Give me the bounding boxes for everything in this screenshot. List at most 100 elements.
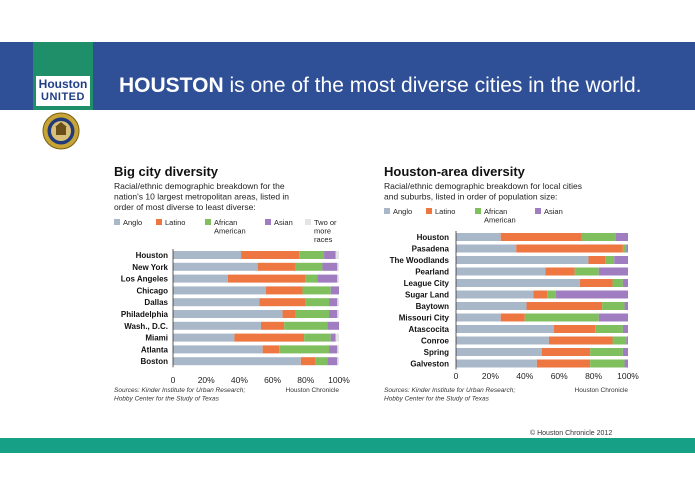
chart1-bar-segment: [330, 286, 339, 295]
chart2-bar-segment: [456, 279, 580, 287]
chart2-bar-segment: [622, 348, 628, 356]
chart2-bar-segment: [598, 313, 628, 322]
houston-united-logo: Houston UNITED: [33, 42, 93, 110]
chart1-category-label: Chicago: [136, 286, 168, 295]
chart1-category-label: Los Angeles: [121, 275, 169, 284]
chart1-bar-segment: [329, 298, 338, 307]
chart2-bar-segment: [602, 302, 625, 310]
chart1-bar-segment: [329, 345, 338, 354]
chart1-subtitle-line: nation's 10 largest metropolitan areas, …: [114, 192, 289, 202]
chart1-category-label: Boston: [140, 357, 168, 366]
chart2-x-tick-label: 100%: [617, 371, 639, 381]
chart2-legend-label: Latino: [435, 207, 455, 216]
chart2-bar-segment: [456, 348, 542, 356]
chart1-bar-segment: [284, 321, 328, 330]
chart2-bar-segment: [542, 348, 591, 356]
chart2-title: Houston-area diversity: [384, 164, 526, 179]
chart1-bar-segment: [324, 251, 336, 259]
chart1-bar-segment: [305, 274, 318, 283]
chart2-legend-swatch: [426, 208, 432, 214]
chart2-bar-segment: [554, 325, 596, 333]
chart2-bar-segment: [456, 313, 501, 322]
chart1-bar-segment: [227, 274, 306, 283]
footer-bar: [0, 438, 695, 453]
chart1-legend-label: American: [214, 227, 246, 236]
chart2-bar-segment: [574, 267, 599, 276]
chart1-bar-segment: [330, 333, 336, 342]
chart1-legend-label: African: [214, 218, 237, 227]
chart1-legend-swatch: [305, 219, 311, 225]
chart1-bar-segment: [173, 298, 260, 307]
chart1-bar-segment: [337, 310, 339, 318]
chart2-x-tick-label: 60%: [551, 371, 568, 381]
chart2-category-label: Houston: [417, 233, 450, 242]
chart1-legend-label: more: [314, 227, 331, 236]
chart1-bar-segment: [335, 333, 339, 342]
chart2-subtitle-line: Racial/ethnic demographic breakdown for …: [384, 181, 582, 191]
chart1-legend-label: races: [314, 235, 333, 244]
chart1-bar-segment: [295, 262, 323, 271]
chart1-bar-segment: [337, 345, 339, 354]
chart2-category-label: Baytown: [416, 302, 449, 311]
chart1-legend-label: Anglo: [123, 218, 142, 227]
chart1-title: Big city diversity: [114, 164, 219, 179]
chart1-bar-segment: [335, 251, 339, 259]
header-banner: [0, 42, 695, 110]
chart2-bar-segment: [624, 302, 628, 310]
chart1-legend-label: Latino: [165, 218, 185, 227]
chart2-bar-segment: [626, 244, 628, 253]
chart2-bar-segment: [605, 256, 615, 264]
chart1-category-label: New York: [132, 263, 168, 272]
chart1-bar-segment: [327, 357, 338, 366]
chart2-bar-segment: [533, 290, 548, 299]
chart1-bar-segment: [173, 274, 228, 283]
chart1-x-tick-label: 20%: [198, 375, 215, 385]
chart1-bar-segment: [282, 310, 296, 318]
logo-line-2: UNITED: [41, 91, 85, 103]
chart2-bar-segment: [581, 233, 616, 241]
chart2-legend-label: American: [484, 216, 516, 225]
chart2-bar-segment: [579, 279, 613, 287]
chart2-x-tick-label: 20%: [482, 371, 499, 381]
chart2-bar-segment: [456, 336, 549, 345]
chart1-bar-segment: [327, 321, 339, 330]
chart1-legend-label: Asian: [274, 218, 293, 227]
chart2-bar-segment: [456, 244, 517, 253]
chart2-bar-segment: [622, 244, 627, 253]
chart1-category-label: Dallas: [144, 298, 168, 307]
chart2-bar-segment: [555, 290, 628, 299]
chart2-bar-segment: [456, 256, 589, 264]
chart2-bar-segment: [456, 290, 534, 299]
chart2-bar-segment: [626, 336, 628, 345]
logo-line-1: Houston: [38, 77, 88, 91]
chart2-bar-segment: [545, 267, 575, 276]
chart1-publisher: Houston Chronicle: [286, 387, 340, 394]
chart1-bar-segment: [173, 333, 235, 342]
chart2-bar-segment: [456, 359, 537, 368]
chart2-bar-segment: [590, 359, 625, 368]
chart2-legend-label: African: [484, 207, 507, 216]
chart2-category-label: Pearland: [415, 268, 449, 277]
chart1-bar-segment: [337, 298, 339, 307]
chart2-category-label: Conroe: [421, 337, 450, 346]
chart1-x-tick-label: 100%: [328, 375, 350, 385]
chart1-bar-segment: [317, 274, 338, 283]
chart2-legend-label: Asian: [544, 207, 563, 216]
chart1-source-line: Sources: Kinder Institute for Urban Rese…: [114, 387, 245, 394]
chart1-subtitle-line: Racial/ethnic demographic breakdown for …: [114, 181, 285, 191]
chart1-bar-segment: [305, 298, 330, 307]
chart1-x-tick-label: 40%: [231, 375, 248, 385]
chart1-category-label: Wash., D.C.: [124, 322, 168, 331]
chart1-bar-segment: [279, 345, 330, 354]
chart2-bar-segment: [548, 336, 613, 345]
chart1-bar-segment: [259, 298, 306, 307]
chart2-bar-segment: [456, 267, 546, 276]
chart1-legend-swatch: [265, 219, 271, 225]
chart2-legend-label: Anglo: [393, 207, 412, 216]
chart2-bar-segment: [624, 359, 628, 368]
copyright-credit: © Houston Chronicle 2012: [530, 430, 613, 437]
chart2-bar-segment: [622, 279, 628, 287]
chart2-source-line: Hobby Center for the Study of Texas: [384, 396, 490, 403]
chart2-bar-segment: [500, 313, 525, 322]
chart1-bar-segment: [173, 286, 266, 295]
